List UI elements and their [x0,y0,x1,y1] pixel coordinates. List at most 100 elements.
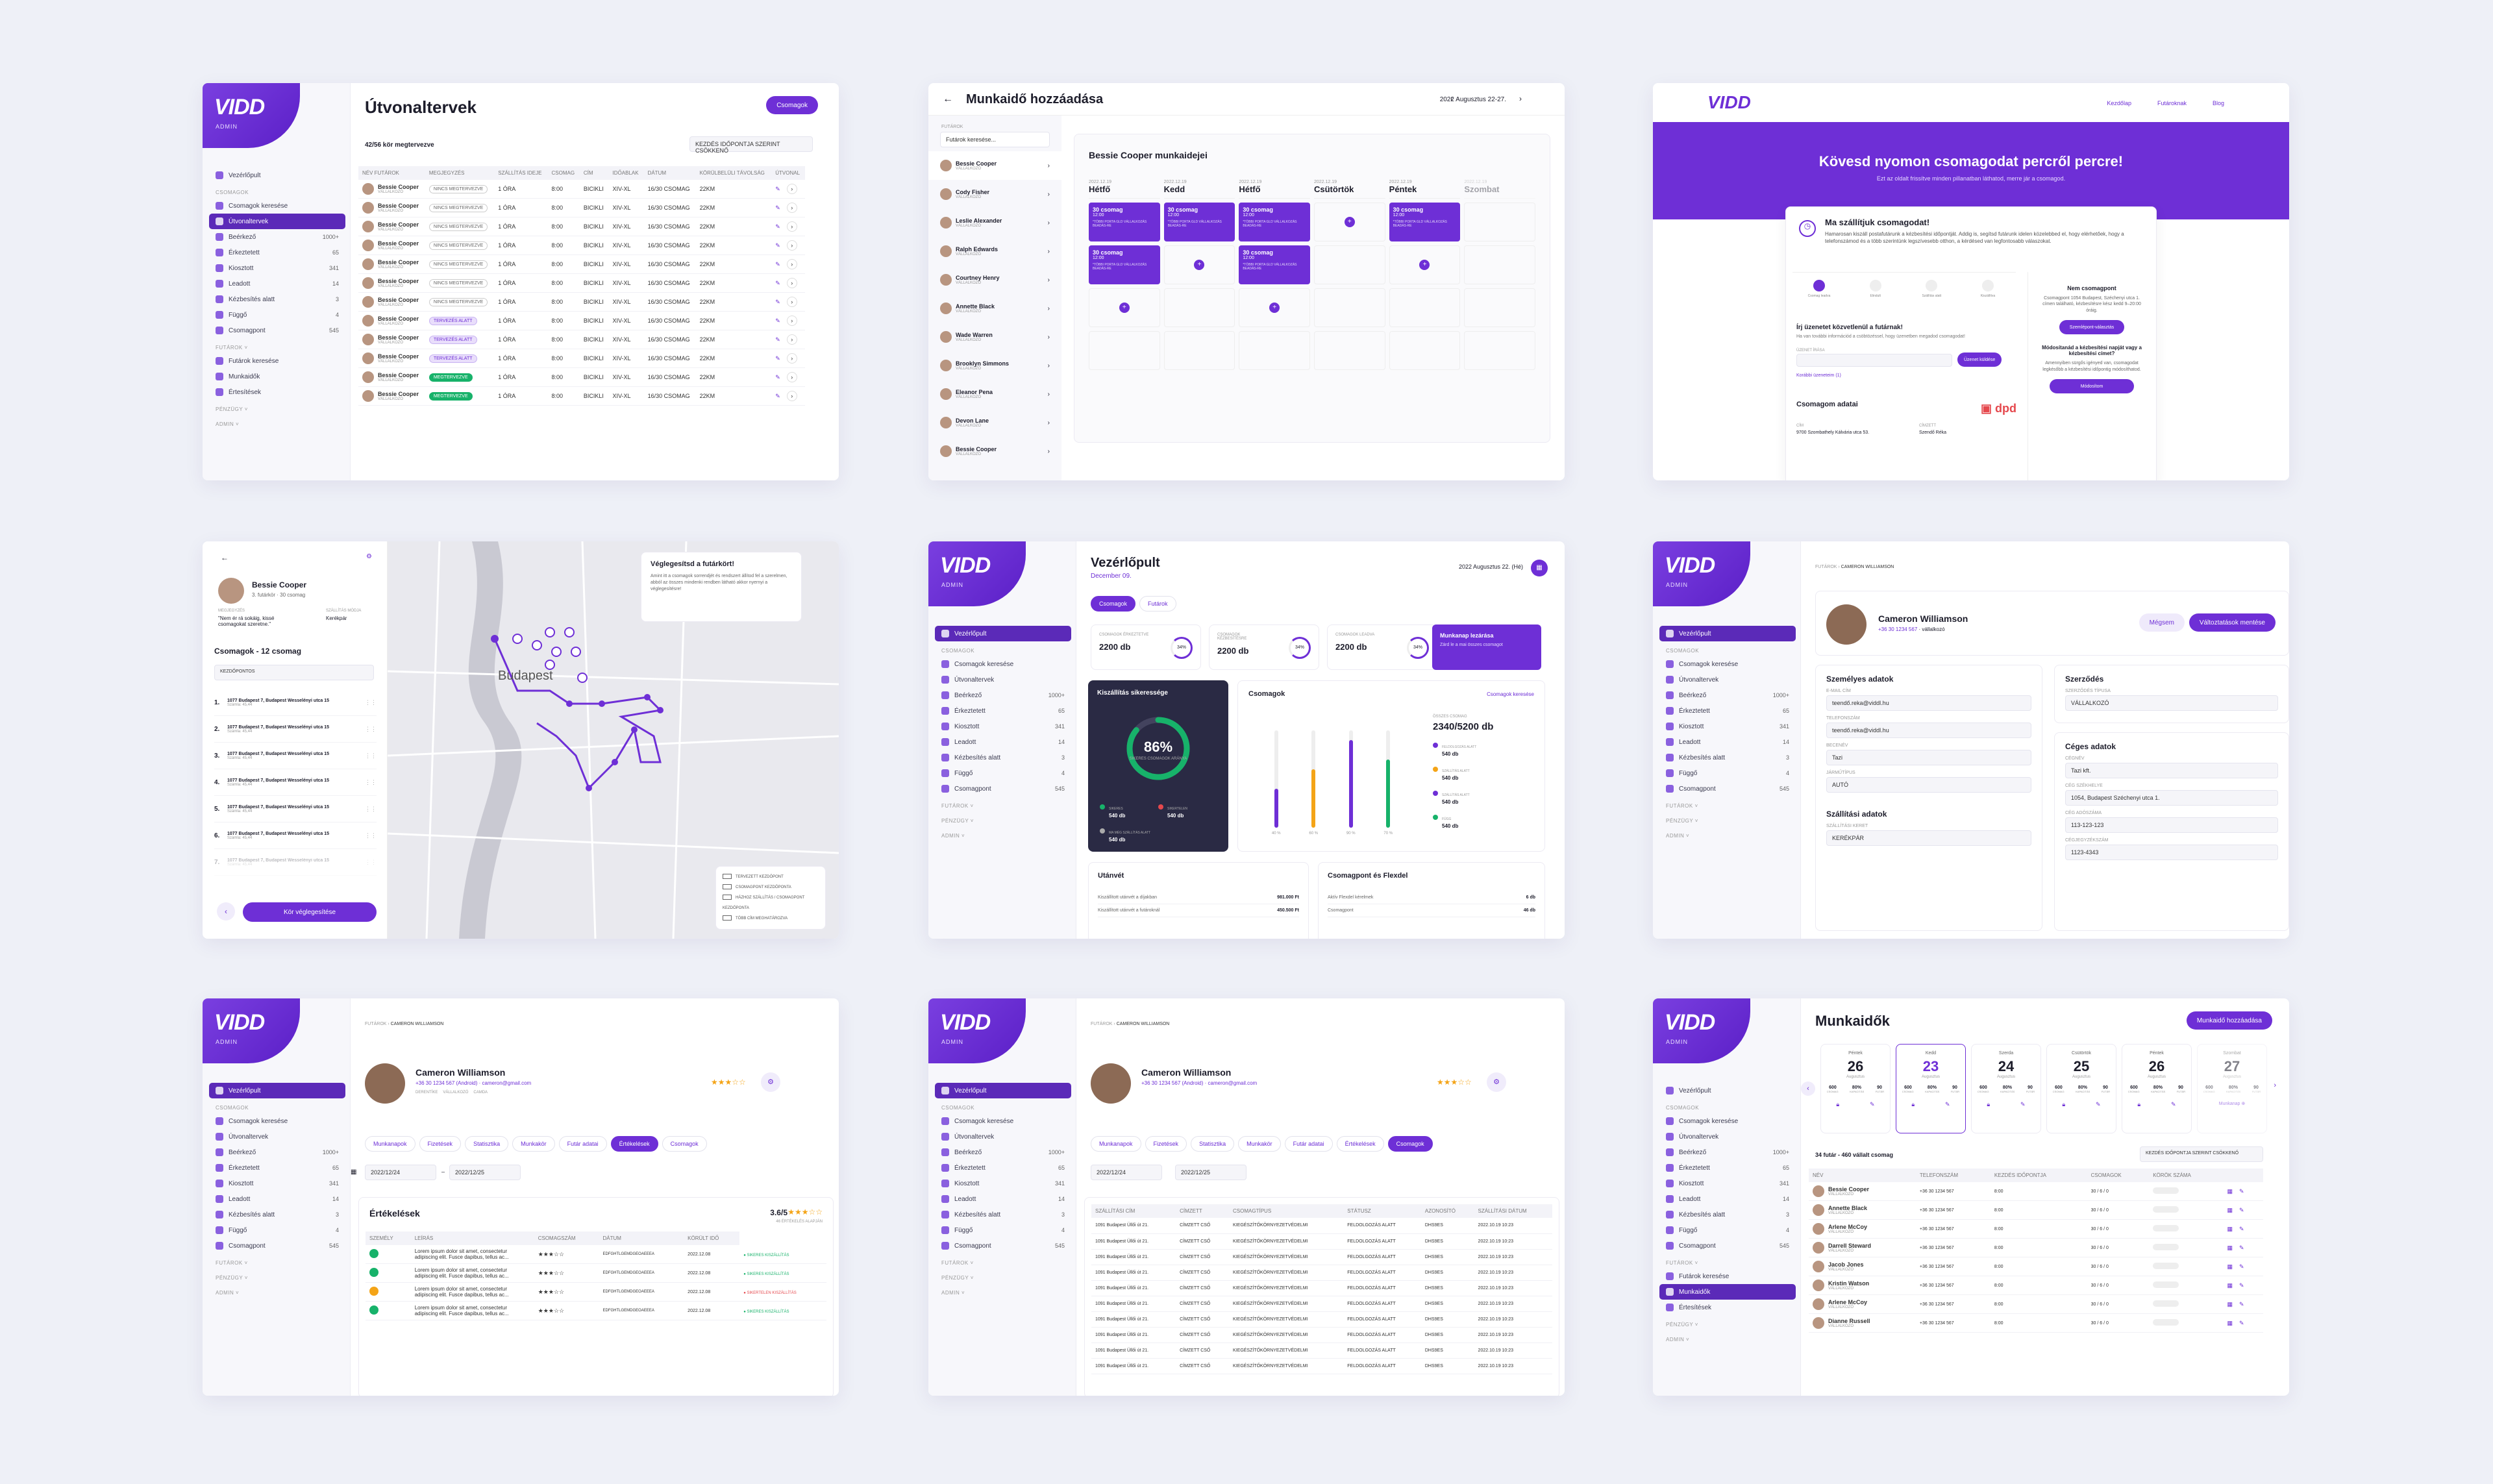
email-input[interactable]: teendő.reka@viddl.hu [1826,695,2031,711]
courier-list-item[interactable]: Annette Black VÁLLALKOZÓ › [928,294,1061,323]
tab[interactable]: Munkanapok [365,1136,416,1152]
sidebar-item[interactable]: Kiosztott 341 [935,1176,1071,1191]
gear-icon[interactable]: ⚙ [1487,1072,1506,1092]
sidebar-item[interactable]: Futárok keresése [1659,1268,1796,1284]
rounds-toggle[interactable] [2153,1225,2179,1231]
tab[interactable]: Futár adatai [1284,1136,1333,1152]
table-row[interactable]: 1091 Budapest Üllői út 21. CÍMZETT CSŐ KIE… [1091,1280,1552,1296]
edit-icon[interactable]: ✎ [775,280,780,286]
send-message-button[interactable]: Üzenet küldése [1957,352,2002,367]
previous-messages-link[interactable]: Korábbi üzeneteim (1) [1796,373,1841,378]
back-arrow-icon[interactable]: ← [221,553,229,562]
table-row[interactable]: 1091 Budapest Üllői út 21. CÍMZETT CSŐ KIE… [1091,1218,1552,1234]
empty-slot[interactable]: + [1089,288,1160,327]
drag-handle-icon[interactable]: ⋮⋮ [365,805,377,812]
rounds-toggle[interactable] [2153,1206,2179,1213]
edit-icon[interactable]: ✎ [2239,1187,2244,1194]
calendar-icon[interactable]: ▦ [2227,1300,2233,1307]
sidebar-item-dashboard[interactable]: Vezérlőpult [1659,1083,1796,1098]
chevron-right-icon[interactable]: › [786,353,797,364]
lock-icon[interactable]: 🔒︎ [1836,1101,1840,1107]
table-row[interactable]: Jacob Jones VÁLLALKOZÓ +36 30 1234 567 8:00… [1809,1257,2263,1276]
empty-slot[interactable]: + [1313,203,1385,241]
calendar-icon[interactable]: ▦ [1531,560,1548,576]
empty-slot[interactable] [1464,203,1535,241]
tab[interactable]: Munkakör [1238,1136,1281,1152]
vehicle-select[interactable]: AUTÓ [1826,777,2031,793]
table-row[interactable]: Bessie Cooper VÁLLALKOZÓ MEGTERVEZVE 1 ÓRA 8… [358,367,805,387]
tax-input[interactable]: 113-123-123 [2065,817,2278,833]
rounds-toggle[interactable] [2153,1281,2179,1288]
empty-slot[interactable] [1163,288,1235,327]
courier-list-item[interactable]: Wade Warren VÁLLALKOZÓ › [928,323,1061,351]
empty-slot[interactable] [1313,288,1385,327]
sidebar-item[interactable]: Kiosztott 341 [209,1176,345,1191]
edit-icon[interactable]: ✎ [2239,1319,2244,1326]
package-list-item[interactable]: 7. 1077 Budapest 7, Budapest Wesselényi u… [214,849,377,876]
empty-slot[interactable] [1464,288,1535,327]
empty-slot[interactable] [1313,245,1385,284]
sidebar-item-dashboard[interactable]: Vezérlőpult [209,1083,345,1098]
courier-list-item[interactable]: Devon Lane VÁLLALKOZÓ › [928,408,1061,437]
lock-icon[interactable]: 🔒︎ [1911,1101,1915,1107]
rounds-toggle[interactable] [2153,1319,2179,1326]
table-row[interactable]: Lorem ipsum dolor sit amet, consectetur … [366,1263,826,1283]
nav-link[interactable]: Futároknak [2157,100,2187,106]
back-arrow-icon[interactable]: ← [943,93,953,105]
courier-list-item[interactable]: Eleanor Pena VÁLLALKOZÓ › [928,380,1061,408]
empty-slot[interactable] [1464,245,1535,284]
time-slot[interactable]: 30 csomag 12:00 *TÖBBI PORTA GLD VÁLLALKOZ… [1163,203,1235,241]
table-row[interactable]: Arlene McCoy VÁLLALKOZÓ +36 30 1234 567 8:0… [1809,1294,2263,1314]
sidebar-item[interactable]: Leadott 14 [1659,1191,1796,1207]
rounds-toggle[interactable] [2153,1263,2179,1269]
tab[interactable]: Statisztika [465,1136,509,1152]
tab[interactable]: Csomagok [1091,596,1136,612]
edit-icon[interactable]: ✎ [2239,1263,2244,1270]
sidebar-item[interactable]: Leadott 14 [209,1191,345,1207]
edit-icon[interactable]: ✎ [2171,1101,2176,1107]
save-button[interactable]: Változtatások mentése [2189,613,2276,632]
plus-icon[interactable]: + [1194,260,1205,270]
date-from-input[interactable]: 2022/12/24 [365,1165,436,1180]
sidebar-item[interactable]: Csomagok keresése [209,1113,345,1129]
table-row[interactable]: Bessie Cooper VÁLLALKOZÓ NINCS MEGTERVEZVE… [358,292,805,312]
courier-list-item[interactable]: Cody Fisher VÁLLALKOZÓ › [928,180,1061,208]
edit-icon[interactable]: ✎ [775,299,780,305]
empty-slot[interactable] [1464,331,1535,370]
plus-icon[interactable]: + [1419,260,1430,270]
sidebar-item[interactable]: Útvonaltervek [935,1129,1071,1144]
table-row[interactable]: Darrell Steward VÁLLALKOZÓ +36 30 1234 567… [1809,1238,2263,1257]
edit-icon[interactable]: ✎ [1945,1101,1950,1107]
sidebar-item[interactable]: Kézbesítés alatt 3 [209,1207,345,1222]
table-row[interactable]: 1091 Budapest Üllői út 21. CÍMZETT CSŐ KIE… [1091,1358,1552,1374]
sidebar-item[interactable]: Leadott 14 [935,1191,1071,1207]
chevron-right-icon[interactable]: › [786,240,797,251]
time-slot[interactable]: 30 csomag 12:00 *TÖBBI PORTA GLD VÁLLALKOZ… [1089,245,1160,284]
edit-icon[interactable]: ✎ [2020,1101,2026,1107]
sidebar-item[interactable]: Kiosztott 341 [1659,1176,1796,1191]
plus-icon[interactable]: + [1119,303,1130,313]
edit-icon[interactable]: ✎ [1870,1101,1875,1107]
add-worktime-button[interactable]: Munkaidő hozzáadása [2186,1011,2272,1030]
sidebar-item[interactable]: Csomagpont 545 [1659,781,1796,797]
tab[interactable]: Statisztika [1191,1136,1235,1152]
day-card[interactable]: Csütörtök 25 Augusztus 600 80% 90 CSOMAG KAPACI… [2046,1044,2116,1133]
lock-icon[interactable]: 🔒︎ [2062,1101,2066,1107]
tab[interactable]: Fizetések [1145,1136,1187,1152]
table-row[interactable]: 1091 Budapest Üllői út 21. CÍMZETT CSŐ KIE… [1091,1265,1552,1281]
workday-button[interactable]: Munkanap ⊕ [2218,1102,2246,1106]
shipping-select[interactable]: KERÉKPÁR [1826,830,2031,846]
empty-slot[interactable] [1163,331,1235,370]
date-to-input[interactable]: 2022/12/25 [1175,1165,1246,1180]
plus-icon[interactable]: + [1269,303,1280,313]
sidebar-item-dashboard[interactable]: Vezérlőpult [935,1083,1071,1098]
tab[interactable]: Munkanapok [1091,1136,1141,1152]
table-row[interactable]: Bessie Cooper VÁLLALKOZÓ NINCS MEGTERVEZVE… [358,198,805,217]
courier-search-input[interactable]: Futárok keresése... [940,132,1050,147]
time-slot[interactable]: 30 csomag 12:00 *TÖBBI PORTA GLD VÁLLALKOZ… [1239,245,1310,284]
sidebar-item[interactable]: Érkeztetett 65 [935,1160,1071,1176]
sidebar-item[interactable]: Kézbesítés alatt 3 [935,750,1071,765]
table-row[interactable]: Bessie Cooper VÁLLALKOZÓ MEGTERVEZVE 1 ÓRA 8… [358,386,805,406]
pickup-point-button[interactable]: Szemlépont-választás [2059,320,2125,335]
sidebar-item[interactable]: Útvonaltervek [1659,1129,1796,1144]
